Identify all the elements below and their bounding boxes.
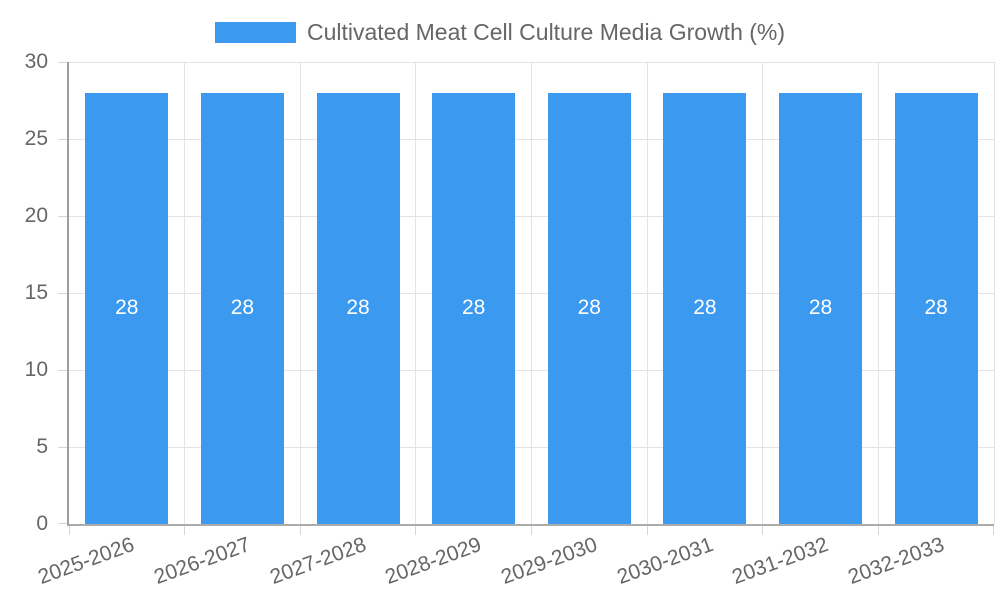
x-tick-mark [415, 526, 417, 535]
y-tick-label: 10 [24, 358, 48, 381]
bar-value-label: 28 [115, 296, 139, 320]
plot-area: 28 28 28 28 28 28 28 28 [58, 61, 995, 535]
y-tick-mark [58, 523, 67, 524]
x-tick-label: 2025-2026 [35, 533, 138, 589]
y-tick-label: 25 [24, 127, 48, 150]
bar-2030-2031[interactable]: 28 [663, 92, 747, 524]
bar-2031-2032[interactable]: 28 [779, 92, 863, 524]
x-tick-mark [299, 526, 301, 535]
gridline-vertical [184, 62, 186, 524]
bar-2027-2028[interactable]: 28 [316, 92, 400, 524]
chart-legend: Cultivated Meat Cell Culture Media Growt… [0, 17, 1000, 47]
gridline-vertical [415, 62, 417, 524]
x-tick-mark [762, 526, 764, 535]
gridline-vertical [646, 62, 648, 524]
x-tick-label: 2026-2027 [151, 533, 254, 589]
bar-2028-2029[interactable]: 28 [432, 92, 516, 524]
legend-swatch [214, 21, 296, 43]
y-tick-mark [58, 216, 67, 217]
gridline-vertical [877, 62, 879, 524]
bar-2032-2033[interactable]: 28 [894, 92, 978, 524]
bar-value-label: 28 [808, 296, 833, 320]
gridline-vertical [993, 62, 995, 524]
y-tick-mark [58, 370, 67, 371]
bar-2026-2027[interactable]: 28 [200, 92, 284, 524]
x-tick-mark [531, 526, 532, 535]
bar-2029-2030[interactable]: 28 [547, 92, 631, 524]
x-tick-mark [646, 526, 648, 535]
x-tick-label: 2029-2030 [497, 533, 601, 589]
bar-value-label: 28 [230, 296, 255, 320]
gridline-vertical [299, 62, 301, 524]
bar-value-label: 28 [462, 296, 486, 320]
y-tick-mark [58, 62, 67, 63]
bar-value-label: 28 [693, 296, 717, 320]
x-tick-label: 2031-2032 [729, 533, 832, 589]
y-tick-label: 0 [36, 512, 48, 535]
y-tick-mark [58, 139, 67, 140]
y-tick-mark [58, 447, 67, 448]
y-axis-tick-labels: 0 5 10 15 20 25 30 [0, 50, 48, 535]
gridline-vertical [762, 62, 764, 524]
bar-value-label: 28 [924, 296, 948, 320]
gridline-vertical [531, 62, 532, 524]
bar-value-label: 28 [577, 296, 601, 320]
x-tick-mark [68, 526, 70, 535]
x-tick-label: 2028-2029 [382, 533, 485, 589]
x-tick-mark [184, 526, 186, 535]
bar-value-label: 28 [346, 296, 370, 320]
bar-2025-2026[interactable]: 28 [85, 92, 169, 524]
y-tick-label: 30 [24, 50, 48, 73]
y-tick-label: 20 [24, 204, 48, 227]
y-tick-label: 5 [36, 435, 48, 458]
x-tick-mark [877, 526, 879, 535]
legend-item[interactable]: Cultivated Meat Cell Culture Media Growt… [214, 18, 786, 46]
legend-label: Cultivated Meat Cell Culture Media Growt… [306, 18, 786, 45]
x-axis-tick-labels: 2025-2026 2026-2027 2027-2028 2028-2029 2029… [35, 533, 994, 593]
x-tick-label: 2030-2031 [613, 533, 716, 589]
x-tick-label: 2027-2028 [266, 533, 369, 589]
y-tick-label: 15 [24, 281, 48, 304]
x-tick-mark [992, 526, 994, 535]
x-tick-label: 2032-2033 [844, 533, 948, 589]
y-tick-mark [58, 293, 67, 294]
